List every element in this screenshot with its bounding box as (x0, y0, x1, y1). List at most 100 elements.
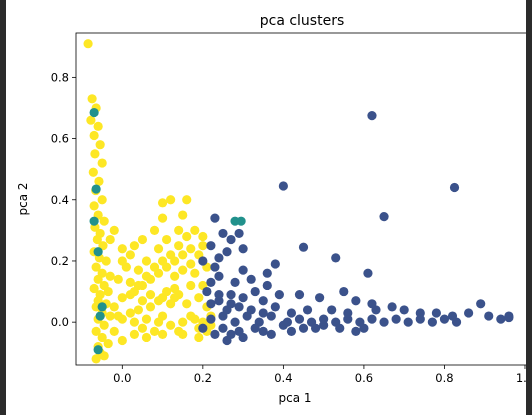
scatter-point-series-2-57 (206, 314, 216, 324)
scatter-point-series-2-88 (234, 326, 244, 336)
scatter-point-series-2-32 (339, 286, 349, 297)
scatter-point-series-2-84 (302, 305, 313, 315)
scatter-point-series-2-50 (298, 323, 309, 333)
scatter-point-series-2-23 (274, 290, 284, 300)
scatter-point-series-2-97 (210, 262, 220, 272)
scatter-point-series-0-93 (178, 210, 188, 220)
scatter-point-series-2-87 (218, 323, 228, 333)
scatter-point-series-0-18 (92, 234, 102, 245)
scatter-point-series-0-92 (198, 231, 208, 242)
scatter-point-series-2-77 (451, 317, 462, 327)
scatter-point-series-2-8 (206, 241, 216, 251)
scatter-point-series-2-20 (214, 271, 224, 281)
scatter-point-series-0-25 (105, 271, 115, 281)
scatter-point-series-2-16 (262, 268, 272, 278)
scatter-point-series-0-117 (117, 244, 127, 254)
scatter-point-series-0-83 (129, 241, 139, 251)
scatter-point-series-0-26 (93, 274, 103, 284)
scatter-point-series-0-129 (157, 329, 168, 340)
scatter-point-series-2-3 (379, 211, 389, 222)
scatter-point-series-0-42 (91, 354, 101, 364)
scatter-point-series-0-37 (99, 320, 109, 330)
scatter-point-series-0-23 (91, 262, 101, 272)
scatter-point-series-2-69 (355, 317, 365, 327)
figure: pca clusters 0.00.20.40.60.81.0 0.00.20.… (6, 0, 526, 415)
scatter-point-series-1-2 (93, 247, 103, 257)
scatter-point-series-2-1 (278, 181, 288, 191)
scatter-point-series-0-7 (90, 149, 100, 159)
scatter-point-series-2-71 (379, 317, 389, 327)
x-axis-ticks: 0.0 0.2 0.4 0.6 0.8 1.0 (113, 365, 526, 385)
scatter-point-series-0-97 (162, 234, 172, 245)
scatter-point-series-0-6 (95, 140, 105, 150)
scatter-point-series-2-70 (367, 314, 377, 324)
scatter-point-series-2-46 (504, 312, 514, 323)
scatter-point-series-0-106 (145, 302, 156, 312)
scatter-point-series-0-128 (178, 329, 188, 340)
scatter-point-series-2-24 (250, 286, 260, 297)
scatter-point-series-0-69 (186, 244, 196, 254)
scatter-point-series-0-54 (157, 311, 168, 321)
scatter-point-series-2-72 (391, 314, 401, 324)
scatter-point-series-2-74 (415, 314, 425, 324)
scatter-point-series-0-124 (137, 296, 148, 306)
scatter-point-series-2-62 (266, 311, 276, 321)
scatter-point-series-2-11 (214, 253, 224, 263)
scatter-point-series-0-71 (198, 241, 208, 251)
scatter-point-series-2-86 (343, 308, 353, 318)
axes-frame (75, 32, 526, 366)
x-tick-label: 1.0 (516, 371, 526, 385)
scatter-point-series-0-96 (153, 244, 164, 254)
scatter-point-series-2-42 (476, 299, 486, 309)
scatter-point-series-1-4 (93, 345, 103, 355)
scatter-point-series-0-46 (129, 317, 139, 327)
x-tick-label: 0.0 (113, 371, 131, 385)
scatter-point-series-2-80 (246, 305, 256, 315)
scatter-point-series-2-18 (246, 274, 256, 284)
scatter-point-series-0-134 (113, 311, 123, 321)
scatter-point-series-0-86 (157, 213, 168, 223)
scatter-point-series-2-89 (250, 323, 260, 333)
scatter-point-series-0-132 (117, 335, 127, 346)
scatter-point-series-2-15 (270, 259, 280, 269)
scatter-point-series-2-81 (258, 308, 268, 318)
scatter-point-series-0-130 (141, 332, 152, 343)
scatter-point-series-2-19 (230, 277, 240, 287)
scatter-point-series-2-63 (282, 317, 293, 327)
scatter-point-series-0-79 (125, 290, 135, 300)
scatter-point-series-0-74 (166, 250, 176, 260)
scatter-point-series-0-133 (109, 326, 119, 336)
chart-title: pca clusters (260, 13, 345, 29)
scatter-point-series-0-84 (137, 234, 148, 245)
scatter-point-series-2-66 (319, 314, 329, 324)
scatter-point-series-2-55 (210, 329, 220, 340)
scatter-point-series-2-31 (315, 293, 325, 303)
scatter-point-series-2-99 (226, 299, 236, 309)
scatter-point-series-0-99 (186, 280, 196, 291)
y-tick-label: 0.6 (51, 132, 69, 146)
scatter-point-series-2-4 (234, 228, 244, 239)
scatter-point-series-0-82 (125, 250, 135, 260)
scatter-point-series-2-29 (258, 296, 268, 306)
scatter-point-series-0-102 (182, 299, 192, 309)
scatter-point-series-2-96 (202, 286, 212, 297)
y-axis-ticks: 0.0 0.2 0.4 0.6 0.8 (51, 70, 76, 329)
scatter-point-series-0-121 (162, 286, 172, 297)
scatter-point-series-1-0 (89, 107, 99, 118)
scatter-point-series-1-5 (97, 302, 107, 312)
scatter-point-series-1-8 (89, 216, 99, 226)
scatter-point-series-0-39 (97, 332, 107, 343)
scatter-point-series-2-79 (234, 302, 244, 312)
scatter-point-series-0-127 (194, 332, 204, 343)
scatter-point-series-2-0 (367, 111, 377, 121)
scatter-point-series-0-78 (133, 280, 144, 291)
scatter-point-series-2-35 (371, 305, 381, 315)
scatter-point-series-2-44 (496, 314, 506, 324)
scatter-point-series-0-12 (97, 195, 107, 205)
scatter-point-series-0-60 (109, 302, 119, 312)
scatter-point-series-0-47 (141, 314, 152, 324)
scatter-point-series-0-95 (141, 256, 152, 266)
scatter-point-series-2-21 (206, 277, 216, 287)
scatter-point-series-0-22 (101, 256, 111, 266)
scatter-point-series-0-123 (145, 290, 156, 300)
